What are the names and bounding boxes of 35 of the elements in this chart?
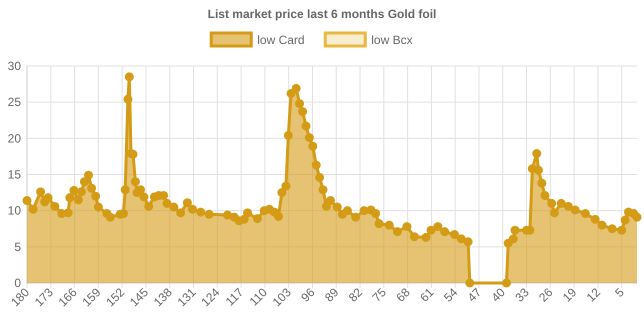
x-tick-label: 173 [32, 285, 56, 310]
x-tick-label: 138 [150, 285, 176, 310]
x-tick-label: 131 [174, 285, 199, 310]
x-tick-label: 47 [464, 285, 484, 305]
x-tick-label: 117 [222, 285, 246, 309]
x-tick-label: 61 [417, 285, 437, 305]
y-tick-label: 20 [8, 131, 22, 146]
x-tick-label: 82 [346, 285, 366, 305]
x-tick-label: 19 [560, 285, 580, 305]
x-tick-label: 124 [198, 285, 223, 310]
x-tick-label: 96 [298, 285, 318, 305]
x-tick-label: 166 [56, 285, 80, 310]
x-tick-label: 89 [322, 285, 342, 305]
y-tick-label: 25 [8, 95, 22, 110]
x-tick-label: 110 [246, 285, 270, 309]
x-tick-label: 68 [393, 285, 413, 305]
x-tick-label: 54 [440, 285, 461, 305]
y-tick-label: 30 [8, 59, 22, 73]
y-tick-label: 0 [14, 276, 22, 290]
x-tick-label: 103 [270, 285, 294, 310]
x-tick-label: 159 [79, 285, 104, 310]
y-tick-label: 10 [8, 204, 22, 218]
x-tick-label: 33 [512, 285, 532, 305]
chart-title: List market price last 6 months Gold foil [208, 7, 436, 21]
x-tick-label: 145 [127, 285, 152, 310]
y-tick-label: 5 [14, 240, 22, 254]
x-tick-label: 5 [612, 285, 628, 300]
x-tick-label: 12 [584, 285, 604, 305]
x-tick-label: 75 [370, 285, 390, 305]
x-tick-label: 40 [488, 285, 508, 305]
legend-label: low Bcx [371, 33, 413, 47]
legend-label: low Card [257, 33, 305, 47]
y-tick-label: 15 [8, 168, 22, 182]
x-tick-label: 26 [536, 285, 556, 305]
x-tick-label: 152 [103, 285, 128, 310]
